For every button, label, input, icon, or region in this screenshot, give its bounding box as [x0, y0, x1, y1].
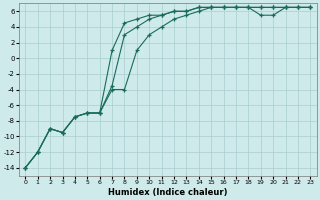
X-axis label: Humidex (Indice chaleur): Humidex (Indice chaleur): [108, 188, 228, 197]
